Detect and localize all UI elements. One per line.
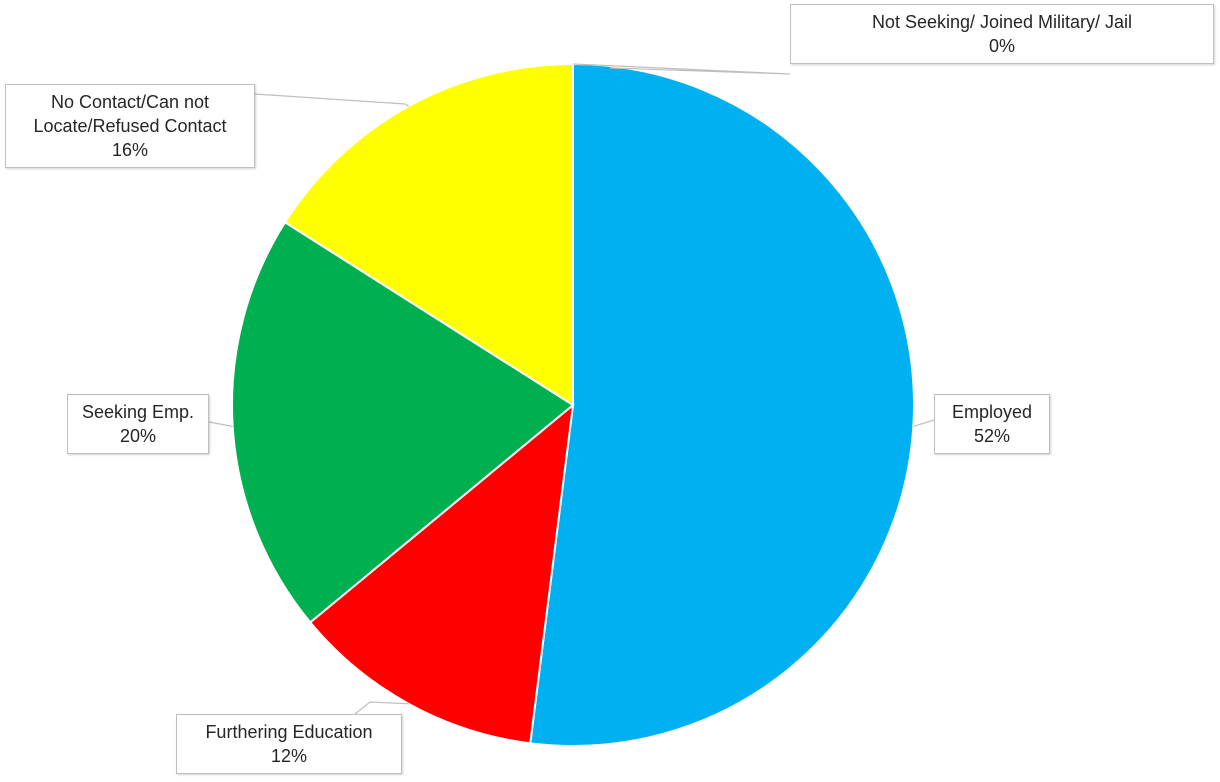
label-percent: 20% (119, 426, 157, 446)
data-label-not-seeking: Not Seeking/ Joined Military/ Jail 0% (790, 4, 1214, 64)
label-percent: 16% (111, 140, 149, 160)
pie-slice (529, 62, 916, 747)
leader-line (572, 63, 791, 75)
label-name-line: Seeking Emp. (81, 402, 195, 422)
leader-line (913, 419, 935, 427)
label-name-line: Furthering Education (205, 722, 373, 742)
label-name-line: Employed (951, 402, 1033, 422)
label-percent: 0% (988, 36, 1015, 56)
data-label-furthering-education: Furthering Education 12% (176, 714, 402, 774)
label-name-line: Locate/Refused Contact (33, 116, 227, 136)
pie-slice (308, 402, 575, 745)
data-label-seeking-emp: Seeking Emp. 20% (67, 394, 209, 454)
leader-lines (208, 63, 935, 715)
pie-slice (283, 62, 574, 407)
data-label-employed: Employed 52% (934, 394, 1050, 454)
pie-slices (231, 62, 916, 747)
label-name-line: Not Seeking/ Joined Military/ Jail (871, 12, 1133, 32)
label-name-line: No Contact/Can not (50, 92, 210, 112)
leader-line (354, 701, 409, 715)
data-label-no-contact: No Contact/Can not Locate/Refused Contac… (5, 84, 255, 168)
leader-line (254, 93, 410, 107)
leader-line (208, 421, 233, 427)
label-percent: 12% (270, 746, 308, 766)
label-percent: 52% (973, 426, 1011, 446)
